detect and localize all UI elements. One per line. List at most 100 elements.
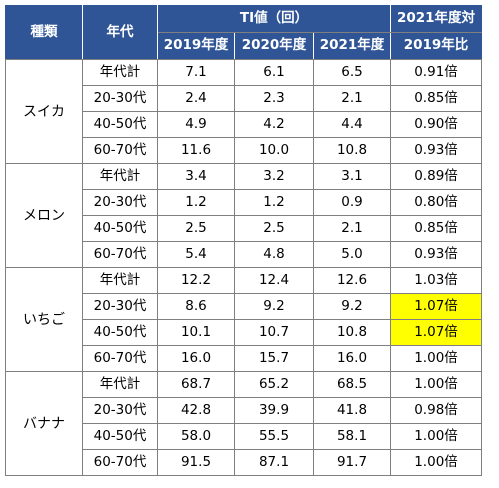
age-cell: 20-30代 bbox=[82, 293, 158, 320]
ratio-cell: 1.03倍 bbox=[390, 267, 482, 294]
age-cell: 40-50代 bbox=[82, 111, 158, 138]
ratio-cell: 0.98倍 bbox=[390, 397, 482, 424]
value-2020-cell: 10.0 bbox=[234, 137, 314, 164]
value-2019-cell: 4.9 bbox=[157, 111, 235, 138]
age-cell: 年代計 bbox=[82, 371, 158, 398]
ratio-cell: 0.90倍 bbox=[390, 111, 482, 138]
value-2020-cell: 6.1 bbox=[234, 59, 314, 86]
value-2020-cell: 4.8 bbox=[234, 241, 314, 268]
value-2019-cell: 2.5 bbox=[157, 215, 235, 242]
ratio-cell: 1.00倍 bbox=[390, 371, 482, 398]
value-2021-cell: 5.0 bbox=[313, 241, 391, 268]
header-ratio-line2: 2019年比 bbox=[390, 32, 482, 60]
table-row: 40-50代 2.5 2.5 2.1 0.85倍 bbox=[6, 215, 482, 242]
value-2019-cell: 68.7 bbox=[157, 371, 235, 398]
value-2020-cell: 4.2 bbox=[234, 111, 314, 138]
ratio-cell: 0.85倍 bbox=[390, 85, 482, 112]
value-2020-cell: 12.4 bbox=[234, 267, 314, 294]
value-2020-cell: 65.2 bbox=[234, 371, 314, 398]
age-cell: 60-70代 bbox=[82, 241, 158, 268]
kind-cell: スイカ bbox=[5, 59, 83, 164]
table-body: スイカ 年代計 7.1 6.1 6.5 0.91倍 20-30代 2.4 2.3 2.1 0.85倍… bbox=[5, 59, 482, 476]
value-2020-cell: 9.2 bbox=[234, 293, 314, 320]
value-2019-cell: 5.4 bbox=[157, 241, 235, 268]
value-2021-cell: 41.8 bbox=[313, 397, 391, 424]
ratio-cell: 1.00倍 bbox=[390, 449, 482, 476]
table-row: 20-30代 42.8 39.9 41.8 0.98倍 bbox=[6, 397, 482, 424]
kind-cell: メロン bbox=[5, 163, 83, 268]
age-cell: 40-50代 bbox=[82, 423, 158, 450]
table-row: メロン 年代計 3.4 3.2 3.1 0.89倍 bbox=[5, 163, 482, 268]
ratio-cell: 0.80倍 bbox=[390, 189, 482, 216]
value-2019-cell: 7.1 bbox=[157, 59, 235, 86]
table-row: 20-30代 2.4 2.3 2.1 0.85倍 bbox=[6, 85, 482, 112]
ratio-cell: 1.07倍 bbox=[390, 293, 482, 320]
ti-value-table: 種類 年代 TI値（回） 2021年度対 2019年度 2020年度 2021年… bbox=[5, 5, 482, 476]
age-cell: 20-30代 bbox=[82, 85, 158, 112]
value-2020-cell: 10.7 bbox=[234, 319, 314, 346]
ratio-cell: 0.93倍 bbox=[390, 137, 482, 164]
value-2021-cell: 3.1 bbox=[313, 163, 391, 190]
table-row: 60-70代 91.5 87.1 91.7 1.00倍 bbox=[6, 449, 482, 476]
value-2019-cell: 58.0 bbox=[157, 423, 235, 450]
value-2020-cell: 3.2 bbox=[234, 163, 314, 190]
age-cell: 年代計 bbox=[82, 59, 158, 86]
header-ratio-line1: 2021年度対 bbox=[390, 5, 482, 33]
value-2020-cell: 1.2 bbox=[234, 189, 314, 216]
age-cell: 60-70代 bbox=[82, 345, 158, 372]
header-row-1: 種類 年代 TI値（回） 2021年度対 bbox=[5, 5, 482, 60]
ratio-cell: 1.07倍 bbox=[390, 319, 482, 346]
header-year-2020: 2020年度 bbox=[234, 32, 314, 60]
table-row: スイカ 年代計 7.1 6.1 6.5 0.91倍 bbox=[5, 59, 482, 164]
table-row: 40-50代 58.0 55.5 58.1 1.00倍 bbox=[6, 423, 482, 450]
header-age: 年代 bbox=[82, 5, 158, 60]
header-kind: 種類 bbox=[5, 5, 83, 60]
header-ti: TI値（回） bbox=[157, 5, 391, 33]
ratio-cell: 0.93倍 bbox=[390, 241, 482, 268]
age-cell: 20-30代 bbox=[82, 189, 158, 216]
table-header: 種類 年代 TI値（回） 2021年度対 2019年度 2020年度 2021年… bbox=[5, 5, 482, 60]
kind-cell: いちご bbox=[5, 267, 83, 372]
value-2021-cell: 0.9 bbox=[313, 189, 391, 216]
ratio-cell: 0.89倍 bbox=[390, 163, 482, 190]
value-2021-cell: 2.1 bbox=[313, 215, 391, 242]
value-2021-cell: 58.1 bbox=[313, 423, 391, 450]
value-2020-cell: 15.7 bbox=[234, 345, 314, 372]
age-cell: 年代計 bbox=[82, 163, 158, 190]
age-cell: 60-70代 bbox=[82, 137, 158, 164]
table-row: 40-50代 10.1 10.7 10.8 1.07倍 bbox=[6, 319, 482, 346]
value-2021-cell: 10.8 bbox=[313, 319, 391, 346]
value-2021-cell: 9.2 bbox=[313, 293, 391, 320]
value-2020-cell: 39.9 bbox=[234, 397, 314, 424]
table-row: 40-50代 4.9 4.2 4.4 0.90倍 bbox=[6, 111, 482, 138]
ratio-cell: 1.00倍 bbox=[390, 345, 482, 372]
table-row: 60-70代 16.0 15.7 16.0 1.00倍 bbox=[6, 345, 482, 372]
table-row: いちご 年代計 12.2 12.4 12.6 1.03倍 bbox=[5, 267, 482, 372]
value-2020-cell: 2.5 bbox=[234, 215, 314, 242]
value-2019-cell: 10.1 bbox=[157, 319, 235, 346]
value-2019-cell: 42.8 bbox=[157, 397, 235, 424]
ratio-cell: 0.85倍 bbox=[390, 215, 482, 242]
value-2019-cell: 12.2 bbox=[157, 267, 235, 294]
value-2021-cell: 68.5 bbox=[313, 371, 391, 398]
value-2020-cell: 87.1 bbox=[234, 449, 314, 476]
table-row: 20-30代 1.2 1.2 0.9 0.80倍 bbox=[6, 189, 482, 216]
table-row: 60-70代 11.6 10.0 10.8 0.93倍 bbox=[6, 137, 482, 164]
value-2019-cell: 3.4 bbox=[157, 163, 235, 190]
ratio-cell: 0.91倍 bbox=[390, 59, 482, 86]
age-cell: 年代計 bbox=[82, 267, 158, 294]
age-cell: 40-50代 bbox=[82, 319, 158, 346]
value-2021-cell: 2.1 bbox=[313, 85, 391, 112]
value-2019-cell: 1.2 bbox=[157, 189, 235, 216]
kind-cell: バナナ bbox=[5, 371, 83, 476]
value-2021-cell: 10.8 bbox=[313, 137, 391, 164]
value-2020-cell: 55.5 bbox=[234, 423, 314, 450]
value-2019-cell: 2.4 bbox=[157, 85, 235, 112]
header-row-2: 2019年度 2020年度 2021年度 2019年比 bbox=[6, 32, 482, 60]
value-2021-cell: 12.6 bbox=[313, 267, 391, 294]
value-2021-cell: 6.5 bbox=[313, 59, 391, 86]
age-cell: 60-70代 bbox=[82, 449, 158, 476]
value-2021-cell: 91.7 bbox=[313, 449, 391, 476]
table-row: バナナ 年代計 68.7 65.2 68.5 1.00倍 bbox=[5, 371, 482, 476]
age-cell: 20-30代 bbox=[82, 397, 158, 424]
